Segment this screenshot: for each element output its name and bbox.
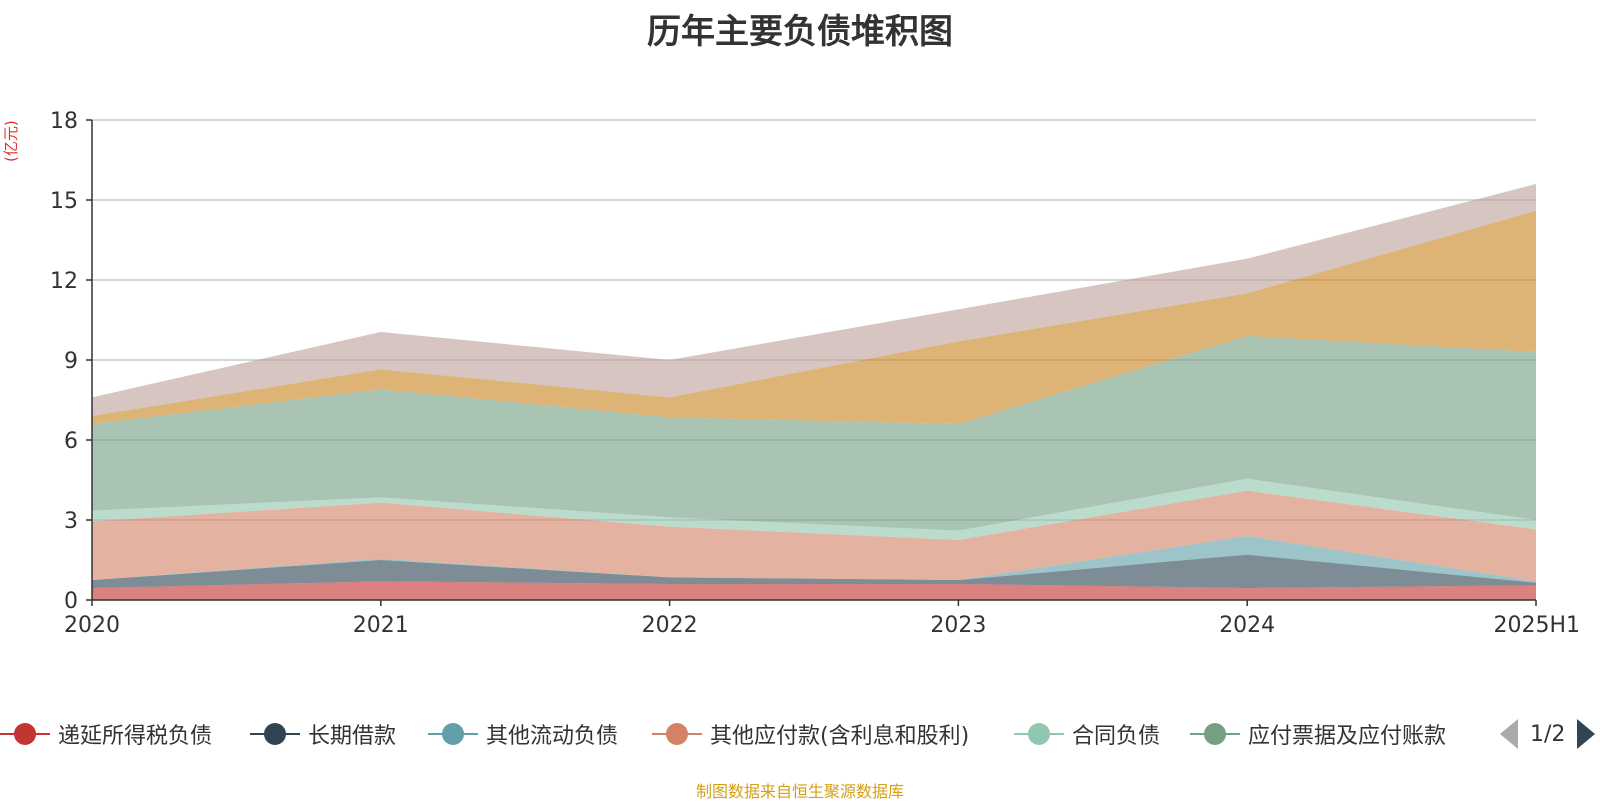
legend-item[interactable]: 长期借款 — [250, 716, 396, 752]
legend-marker-icon — [428, 716, 478, 752]
x-tick-label: 2022 — [642, 613, 698, 638]
legend-label: 其他流动负债 — [486, 724, 619, 749]
legend-label: 合同负债 — [1072, 724, 1161, 749]
legend-marker-icon — [1014, 716, 1064, 752]
legend-marker-icon — [652, 716, 702, 752]
area-series-8 — [92, 184, 1536, 416]
x-tick-label: 2021 — [353, 613, 409, 638]
legend-page-indicator: 1/2 — [1530, 721, 1566, 747]
legend-item[interactable]: 合同负债 — [1014, 716, 1160, 752]
legend-item[interactable]: 递延所得税负债 — [0, 716, 212, 752]
y-tick-label: 18 — [50, 109, 78, 134]
y-tick-label: 6 — [64, 429, 78, 454]
area-series-3 — [92, 536, 1536, 583]
x-tick-label: 2025H1 — [1493, 613, 1580, 638]
y-tick-label: 9 — [64, 349, 78, 374]
legend-next-page-icon[interactable] — [1577, 719, 1596, 749]
area-series-5 — [92, 478, 1536, 540]
legend-marker-icon — [0, 716, 50, 752]
legend-label: 长期借款 — [308, 724, 397, 749]
y-tick-label: 0 — [64, 589, 78, 614]
legend-marker-icon — [1190, 716, 1240, 752]
y-tick-label: 12 — [50, 269, 78, 294]
area-series-6 — [92, 336, 1536, 531]
area-series-2 — [92, 554, 1536, 588]
legend-label: 应付票据及应付账款 — [1248, 724, 1447, 749]
y-tick-label: 15 — [50, 189, 78, 214]
legend-prev-page-icon[interactable] — [1500, 719, 1518, 749]
data-source-note: 制图数据来自恒生聚源数据库 — [695, 782, 904, 801]
legend-label: 其他应付款(含利息和股利) — [710, 724, 970, 749]
legend: 递延所得税负债 长期借款 其他流动负债 其他应付款(含利息和股利) 合同负债 应付票据及应… — [0, 716, 1600, 752]
stacked-area-chart: 0 3 6 9 12 15 18 2020 2021 2022 2023 2024 2025H1 — [50, 109, 1580, 638]
legend-marker-icon — [250, 716, 300, 752]
chart-title: 历年主要负债堆积图 — [647, 12, 953, 52]
legend-label: 递延所得税负债 — [58, 724, 213, 749]
x-tick-label: 2024 — [1219, 613, 1275, 638]
y-tick-label: 3 — [64, 509, 78, 534]
legend-item[interactable]: 应付票据及应付账款 — [1190, 716, 1446, 752]
x-tick-label: 2023 — [930, 613, 986, 638]
legend-item[interactable]: 其他应付款(含利息和股利) — [652, 716, 969, 752]
area-series-7 — [92, 210, 1536, 424]
area-series-1 — [92, 581, 1536, 600]
legend-item[interactable]: 其他流动负债 — [428, 716, 618, 752]
x-tick-label: 2020 — [64, 613, 120, 638]
legend-pager: 1/2 — [1500, 718, 1596, 750]
area-series-4 — [92, 490, 1536, 582]
